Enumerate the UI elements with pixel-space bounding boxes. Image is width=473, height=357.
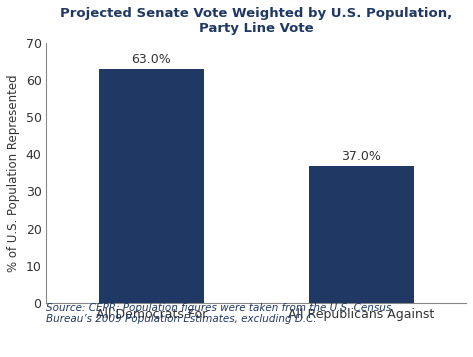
Bar (99, 69, 204, 303)
Title: Projected Senate Vote Weighted by U.S. Population,
Party Line Vote: Projected Senate Vote Weighted by U.S. P… (60, 7, 452, 35)
Bar (309, 166, 413, 303)
Text: Source: CEPR; Population figures were taken from the U.S. Census
Bureau’s 2009 P: Source: CEPR; Population figures were ta… (46, 303, 392, 325)
Text: 37.0%: 37.0% (341, 150, 381, 162)
Text: 63.0%: 63.0% (131, 53, 171, 66)
Y-axis label: % of U.S. Population Represented: % of U.S. Population Represented (7, 74, 20, 272)
